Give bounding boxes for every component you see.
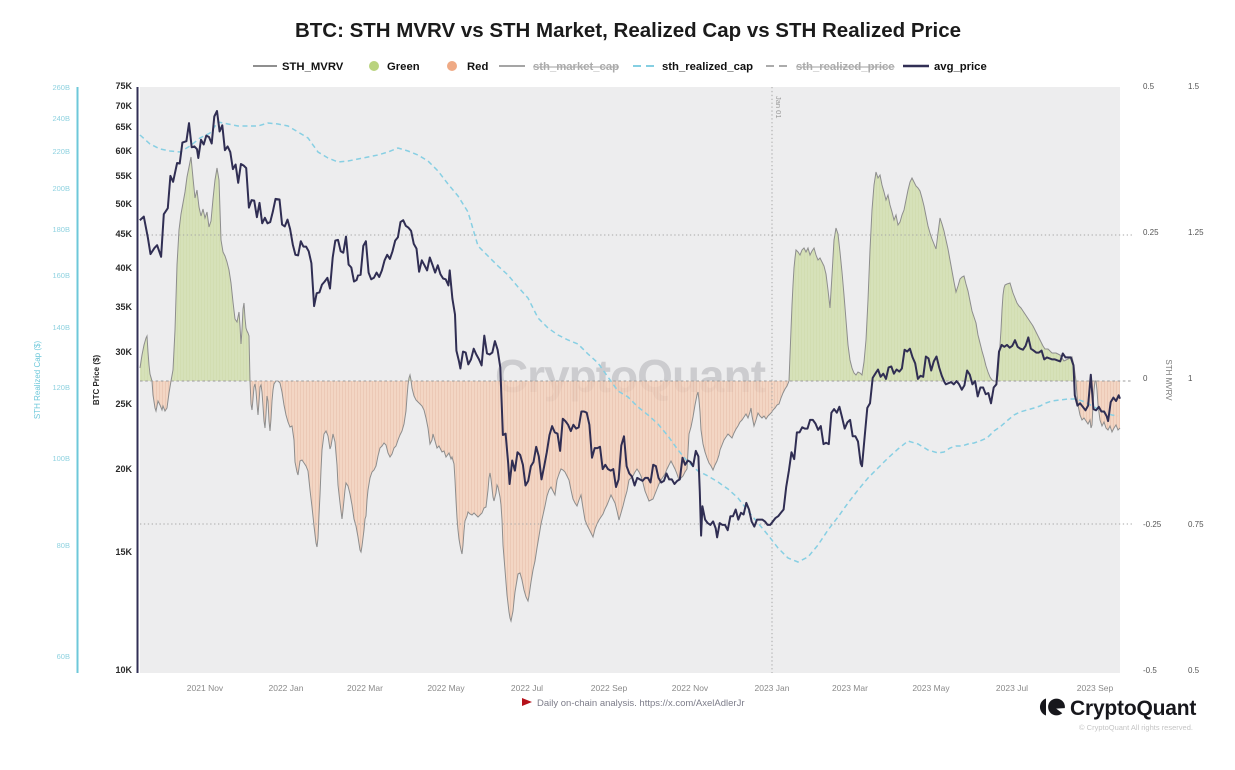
svg-text:15K: 15K: [115, 547, 132, 557]
svg-text:0: 0: [1143, 374, 1148, 383]
svg-text:0.25: 0.25: [1143, 228, 1159, 237]
svg-text:30K: 30K: [115, 347, 132, 357]
svg-text:2022 Sep: 2022 Sep: [591, 683, 628, 693]
svg-text:2022 May: 2022 May: [427, 683, 465, 693]
svg-text:2023 Jan: 2023 Jan: [755, 683, 790, 693]
svg-text:BTC Price ($): BTC Price ($): [92, 355, 101, 406]
svg-text:Daily on-chain analysis. https: Daily on-chain analysis. https://x.com/A…: [537, 698, 745, 709]
svg-text:STH Realized Cap ($): STH Realized Cap ($): [33, 341, 42, 420]
svg-text:CryptoQuant: CryptoQuant: [1070, 697, 1196, 720]
svg-text:55K: 55K: [115, 171, 132, 181]
svg-text:50K: 50K: [115, 199, 132, 209]
svg-text:-0.25: -0.25: [1143, 520, 1162, 529]
svg-text:sth_market_cap: sth_market_cap: [533, 61, 619, 73]
svg-text:75K: 75K: [115, 81, 132, 91]
svg-text:45K: 45K: [115, 229, 132, 239]
svg-text:2023 Jul: 2023 Jul: [996, 683, 1028, 693]
svg-text:120B: 120B: [52, 383, 70, 392]
svg-text:260B: 260B: [52, 83, 70, 92]
svg-text:Red: Red: [467, 61, 488, 73]
svg-text:STH_MVRV: STH_MVRV: [282, 61, 344, 73]
svg-text:65K: 65K: [115, 122, 132, 132]
svg-text:20K: 20K: [115, 464, 132, 474]
svg-text:40K: 40K: [115, 263, 132, 273]
svg-text:140B: 140B: [52, 323, 70, 332]
svg-text:sth_realized_cap: sth_realized_cap: [662, 61, 753, 73]
svg-text:35K: 35K: [115, 302, 132, 312]
svg-text:240B: 240B: [52, 114, 70, 123]
svg-text:STH MVRV: STH MVRV: [1164, 359, 1173, 401]
svg-text:© CryptoQuant All rights reser: © CryptoQuant All rights reserved.: [1079, 723, 1193, 732]
svg-text:160B: 160B: [52, 271, 70, 280]
svg-text:0.5: 0.5: [1188, 666, 1200, 675]
svg-text:avg_price: avg_price: [934, 61, 987, 73]
svg-text:-0.5: -0.5: [1143, 666, 1157, 675]
svg-text:80B: 80B: [57, 541, 70, 550]
svg-text:1.5: 1.5: [1188, 82, 1200, 91]
svg-text:Jan 01: Jan 01: [774, 96, 783, 119]
svg-text:60B: 60B: [57, 652, 70, 661]
svg-text:1.25: 1.25: [1188, 228, 1204, 237]
svg-text:2022 Jul: 2022 Jul: [511, 683, 543, 693]
svg-text:0.75: 0.75: [1188, 520, 1204, 529]
svg-text:60K: 60K: [115, 146, 132, 156]
svg-text:2023 May: 2023 May: [912, 683, 950, 693]
svg-text:200B: 200B: [52, 184, 70, 193]
svg-text:2022 Nov: 2022 Nov: [672, 683, 709, 693]
svg-text:sth_realized_price: sth_realized_price: [796, 61, 895, 73]
svg-text:100B: 100B: [52, 454, 70, 463]
svg-text:1: 1: [1188, 374, 1193, 383]
svg-text:Green: Green: [387, 61, 420, 73]
svg-text:2023 Mar: 2023 Mar: [832, 683, 868, 693]
svg-text:70K: 70K: [115, 101, 132, 111]
svg-text:2021 Nov: 2021 Nov: [187, 683, 224, 693]
svg-text:2022 Mar: 2022 Mar: [347, 683, 383, 693]
svg-text:180B: 180B: [52, 225, 70, 234]
svg-text:10K: 10K: [115, 665, 132, 675]
svg-text:25K: 25K: [115, 399, 132, 409]
svg-text:BTC: STH MVRV vs STH Market, R: BTC: STH MVRV vs STH Market, Realized Ca…: [295, 19, 961, 42]
svg-text:2023 Sep: 2023 Sep: [1077, 683, 1114, 693]
svg-text:0.5: 0.5: [1143, 82, 1155, 91]
svg-text:220B: 220B: [52, 147, 70, 156]
svg-text:2022 Jan: 2022 Jan: [269, 683, 304, 693]
